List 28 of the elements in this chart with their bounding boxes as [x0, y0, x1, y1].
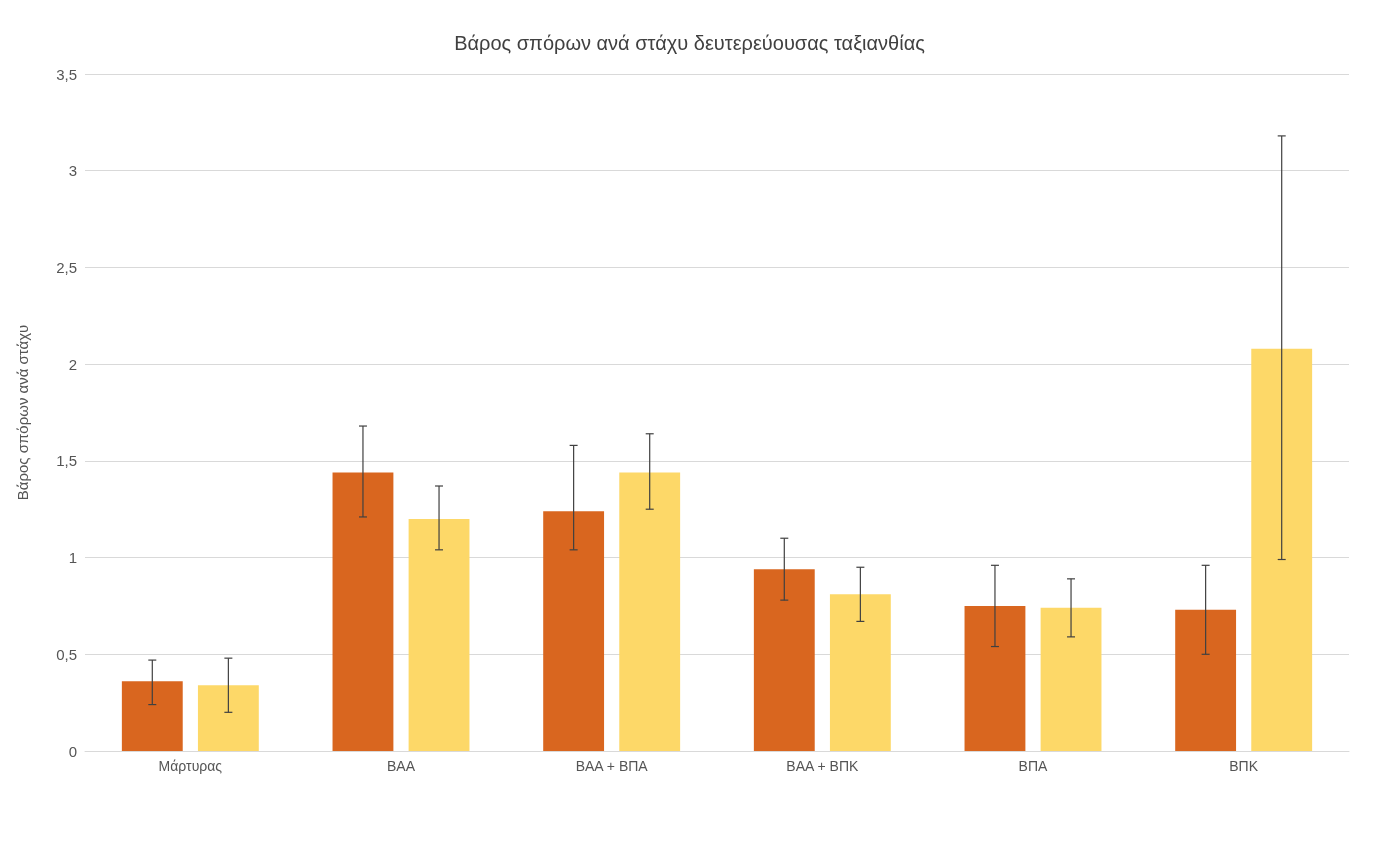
bar	[753, 569, 815, 751]
y-tick-label: 0	[68, 742, 77, 760]
y-tick-label: 3,5	[56, 65, 77, 83]
y-tick-label: 2	[68, 355, 77, 373]
bar	[408, 518, 470, 751]
y-tick-label: 0,5	[56, 645, 77, 663]
bar	[829, 594, 891, 751]
bar	[1175, 609, 1237, 751]
bar	[1040, 607, 1102, 751]
x-tick-label: Μάρτυρας	[158, 758, 223, 774]
x-tick-label: ΒΑΑ + ΒΠΚ	[786, 758, 859, 774]
bar	[121, 681, 183, 751]
x-tick-label: ΒΑΑ	[386, 758, 416, 774]
y-tick-label: 1	[68, 549, 77, 567]
bar	[619, 472, 681, 751]
y-axis-title: Βάρος σπόρων ανά στάχυ	[14, 324, 31, 501]
bar	[1251, 348, 1313, 751]
chart-title: Βάρος σπόρων ανά στάχυ δευτερεύουσας ταξιανθίας	[454, 32, 926, 54]
x-tick-label: ΒΠΚ	[1229, 758, 1259, 774]
x-tick-label: ΒΠΑ	[1018, 758, 1049, 774]
bar	[197, 685, 259, 751]
bar	[543, 511, 605, 751]
x-tick-label: ΒΑΑ + ΒΠΑ	[575, 758, 649, 774]
bar	[332, 472, 394, 751]
y-tick-label: 1,5	[56, 452, 77, 470]
bar	[964, 605, 1026, 751]
y-tick-label: 2,5	[56, 258, 77, 276]
y-tick-label: 3	[68, 162, 77, 180]
